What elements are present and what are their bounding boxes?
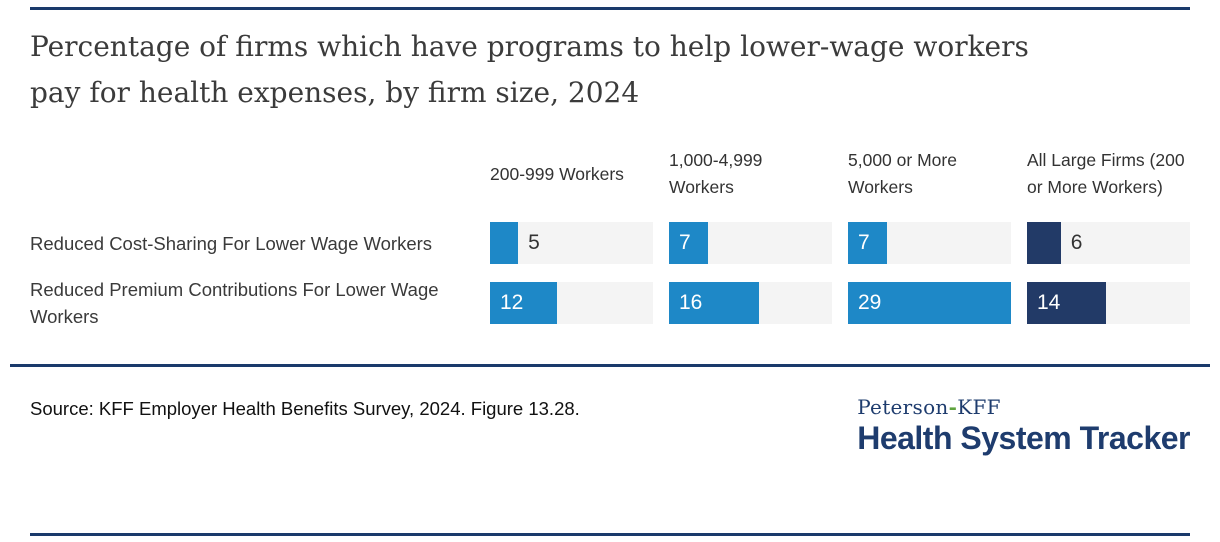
bar-track: 29 bbox=[848, 282, 1011, 324]
bar-value-label: 14 bbox=[1037, 291, 1061, 314]
bar: 7 bbox=[848, 222, 888, 264]
column-header: 200-999 Workers bbox=[490, 163, 624, 184]
column-header: 1,000-4,999 Workers bbox=[669, 150, 763, 197]
bar-track: 6 bbox=[1027, 222, 1190, 264]
column-header: All Large Firms (200 or More Workers) bbox=[1027, 150, 1185, 197]
chart-title: Percentage of firms which have programs … bbox=[30, 30, 1029, 109]
logo-health-system-tracker: Health System Tracker bbox=[857, 420, 1190, 456]
bar-rows: Reduced Cost-Sharing For Lower Wage Work… bbox=[30, 222, 1190, 330]
bar: 16 bbox=[669, 282, 759, 324]
bar: 7 bbox=[669, 222, 709, 264]
column-headers: 200-999 Workers 1,000-4,999 Workers 5,000 … bbox=[30, 126, 1190, 222]
logo-kff: KFF bbox=[957, 395, 1001, 419]
bar-track: 7 bbox=[848, 222, 1011, 264]
row-label: Reduced Cost-Sharing For Lower Wage Work… bbox=[30, 232, 433, 254]
bar: 14 bbox=[1027, 282, 1106, 324]
bar-track: 12 bbox=[490, 282, 653, 324]
data-row: Reduced Cost-Sharing For Lower Wage Work… bbox=[30, 222, 1190, 264]
bottom-rule bbox=[30, 533, 1190, 536]
bar-value-label: 5 bbox=[528, 231, 540, 254]
bar bbox=[1027, 222, 1061, 264]
logo-peterson-kff: Peterson-KFF bbox=[857, 395, 1001, 419]
logo-peterson: Peterson bbox=[857, 395, 949, 419]
row-label: Reduced Premium Contributions For Lower … bbox=[30, 279, 439, 327]
bar-value-label: 7 bbox=[679, 231, 691, 254]
bar-value-label: 12 bbox=[500, 291, 524, 314]
column-header: 5,000 or More Workers bbox=[848, 150, 957, 197]
footer: Source: KFF Employer Health Benefits Sur… bbox=[30, 395, 1190, 456]
bar-track: 7 bbox=[669, 222, 832, 264]
bar-value-label: 16 bbox=[679, 291, 703, 314]
data-row: Reduced Premium Contributions For Lower … bbox=[30, 276, 1190, 330]
bar-track: 5 bbox=[490, 222, 653, 264]
bar bbox=[490, 222, 519, 264]
bar-value-label: 6 bbox=[1070, 231, 1083, 254]
bar: 12 bbox=[490, 282, 558, 324]
bar-track: 16 bbox=[669, 282, 832, 324]
bar-value-label: 29 bbox=[858, 291, 882, 314]
footer-divider bbox=[10, 364, 1210, 367]
bar-track: 14 bbox=[1027, 282, 1190, 324]
logo-hyphen: - bbox=[948, 395, 958, 419]
brand-logo: Peterson-KFF Health System Tracker bbox=[857, 395, 1190, 456]
bar: 29 bbox=[848, 282, 1011, 324]
top-rule bbox=[30, 7, 1190, 10]
source-text: Source: KFF Employer Health Benefits Sur… bbox=[30, 398, 580, 419]
bar-value-label: 7 bbox=[858, 231, 870, 254]
